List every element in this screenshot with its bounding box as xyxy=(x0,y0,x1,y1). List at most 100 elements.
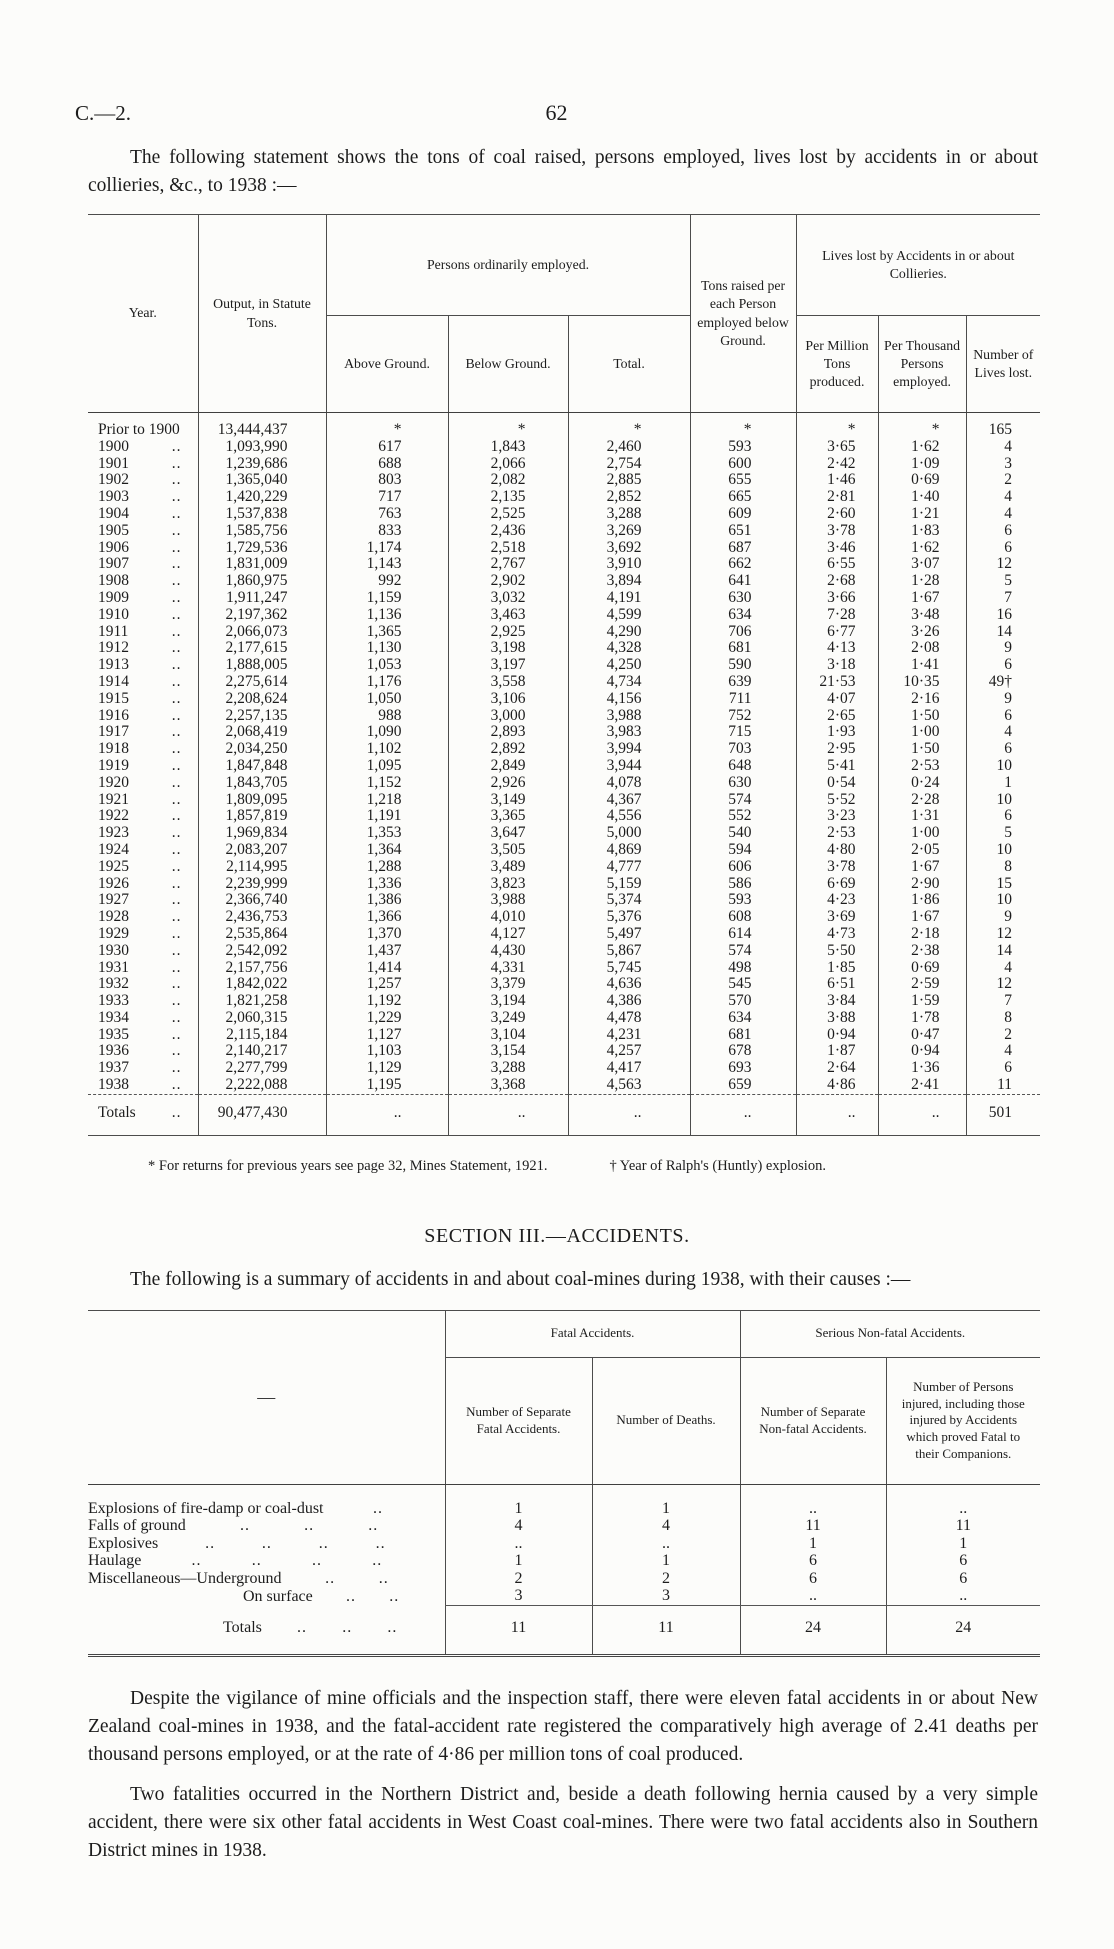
data-cell: 0·54 xyxy=(827,773,856,791)
data-cell: 3,379 xyxy=(490,975,526,993)
data-cell: 1,218 xyxy=(366,790,402,808)
table-row: 1922.. 1,857,819 1,191 3,365 4,556 552 3·23 1·3… xyxy=(88,807,1040,825)
data-cell: 593 xyxy=(728,891,752,909)
data-cell: 2·53 xyxy=(827,824,856,842)
data-cell: 4·13 xyxy=(827,639,856,657)
closing-paragraph-1: Despite the vigilance of mine officials … xyxy=(88,1688,1038,1766)
table-row: 1937.. 2,277,799 1,129 3,288 4,417 693 2·64 1·3… xyxy=(88,1059,1040,1077)
year-cell: 1932.. xyxy=(88,975,198,993)
data-cell: 641 xyxy=(728,572,752,590)
data-cell: 3,106 xyxy=(490,689,526,707)
data-cell: 3,988 xyxy=(606,706,642,724)
data-cell: 1,239,686 xyxy=(225,454,288,472)
data-cell: 6 xyxy=(959,1552,968,1570)
data-cell: 2,066,073 xyxy=(225,622,288,640)
data-cell: 6 xyxy=(1004,538,1013,556)
year-label: 1906 xyxy=(98,538,129,556)
dot-group: .. xyxy=(373,1499,383,1517)
data-cell: 4 xyxy=(1004,958,1013,976)
data-cell: 1,437 xyxy=(366,941,402,959)
year-label: 1917 xyxy=(98,723,129,741)
data-cell: 1,386 xyxy=(366,891,402,909)
data-cell: 90,477,430 xyxy=(198,1093,326,1136)
data-cell: 9 xyxy=(1004,908,1013,926)
data-cell: 498 xyxy=(728,958,752,976)
data-cell: 545 xyxy=(728,975,752,993)
data-cell: .. xyxy=(662,1534,670,1552)
data-cell: 3·48 xyxy=(911,605,940,623)
page-number: 62 xyxy=(545,100,568,125)
data-cell: 10 xyxy=(996,840,1013,858)
data-cell: 4,156 xyxy=(606,689,642,707)
data-cell: 1 xyxy=(514,1552,523,1570)
data-cell: 6·51 xyxy=(827,975,856,993)
data-cell: .. xyxy=(878,1093,967,1136)
data-cell: 2,926 xyxy=(490,773,526,791)
data-cell: 24 xyxy=(886,1604,1041,1656)
table-row: 1916.. 2,257,135 988 3,000 3,988 752 2·65 1·50 6 xyxy=(88,706,1040,725)
data-cell: 651 xyxy=(728,521,752,539)
year-cell: 1933.. xyxy=(88,992,198,1010)
cause-label-box: Haulage........ xyxy=(88,1552,445,1570)
year-cell: 1925.. xyxy=(88,858,198,876)
table-row: 1914.. 2,275,614 1,176 3,558 4,734 639 21·53 10… xyxy=(88,672,1040,691)
data-cell: 2,177,615 xyxy=(225,639,288,657)
data-cell: 10·35 xyxy=(903,672,940,690)
data-cell: 2,066 xyxy=(490,454,526,472)
data-cell: 1,370 xyxy=(366,924,402,942)
data-cell: 681 xyxy=(728,1025,752,1043)
data-cell: 1,847,848 xyxy=(225,756,288,774)
data-cell: 5·50 xyxy=(827,941,856,959)
data-cell: 3,365 xyxy=(490,807,526,825)
year-label: Totals xyxy=(98,1103,136,1121)
data-cell: 706 xyxy=(728,622,752,640)
dot-group: .. xyxy=(389,1587,400,1605)
table-row: 1934.. 2,060,315 1,229 3,249 4,478 634 3·88 1·7… xyxy=(88,1008,1040,1027)
data-cell: 3·26 xyxy=(911,622,940,640)
data-cell: 1·36 xyxy=(911,1059,940,1077)
year-dot-leader: .. xyxy=(171,958,182,976)
data-cell: 4 xyxy=(1004,504,1013,522)
data-cell: 4 xyxy=(514,1517,523,1535)
dot-leader: ...... xyxy=(186,1517,433,1535)
table-row: 1901.. 1,239,686 688 2,066 2,754 600 2·42 1·09 3 xyxy=(88,454,1040,473)
table-row: Prior to 1900 13,444,437 * * * * * * 165 xyxy=(88,413,1040,439)
data-cell: 2·53 xyxy=(911,756,940,774)
data-cell: 4,127 xyxy=(490,924,526,942)
data-cell: 4·23 xyxy=(827,891,856,909)
year-cell: 1906.. xyxy=(88,538,198,557)
dot-leader: ........ xyxy=(158,1535,432,1553)
dot-leader: ........ xyxy=(141,1552,432,1570)
year-label: 1902 xyxy=(98,471,129,489)
year-dot-leader: .. xyxy=(171,756,182,774)
data-cell: 4,478 xyxy=(606,1008,642,1026)
cause-cell: Haulage........ xyxy=(88,1552,445,1570)
year-label: 1923 xyxy=(98,824,129,842)
year-label: 1926 xyxy=(98,874,129,892)
totals-row: Totals...... 11 11 24 24 xyxy=(88,1604,1041,1656)
year-cell: 1917.. xyxy=(88,723,198,741)
data-cell: 2,436,753 xyxy=(225,908,288,926)
data-cell: 4·86 xyxy=(827,1076,856,1094)
data-cell: 1,229 xyxy=(366,1008,402,1026)
data-cell: 10 xyxy=(996,756,1013,774)
data-cell: 1,053 xyxy=(366,656,402,674)
year-label: Prior to 1900 xyxy=(98,421,180,438)
closing-paragraph-2: Two fatalities occurred in the Northern … xyxy=(88,1784,1038,1862)
data-cell: 1,414 xyxy=(366,958,402,976)
year-cell: 1913.. xyxy=(88,656,198,674)
year-dot-leader: .. xyxy=(171,555,182,573)
col-header-below-ground: Below Ground. xyxy=(465,355,551,371)
table-row: 1929.. 2,535,864 1,370 4,127 5,497 614 4·73 2·1… xyxy=(88,924,1040,943)
data-cell: 2,366,740 xyxy=(225,891,288,909)
year-label: 1927 xyxy=(98,891,129,909)
data-cell: 2,892 xyxy=(490,740,526,758)
data-cell: 49† xyxy=(988,672,1013,690)
data-cell: 4,367 xyxy=(606,790,642,808)
data-cell: 2·90 xyxy=(911,874,940,892)
data-cell: 3 xyxy=(1004,454,1013,472)
data-cell: * xyxy=(847,421,856,438)
cause-label-box: On surface.... xyxy=(88,1588,445,1606)
year-label: 1900 xyxy=(98,437,129,455)
col-header-per-million-tons: Per Million Tons produced. xyxy=(805,337,869,390)
